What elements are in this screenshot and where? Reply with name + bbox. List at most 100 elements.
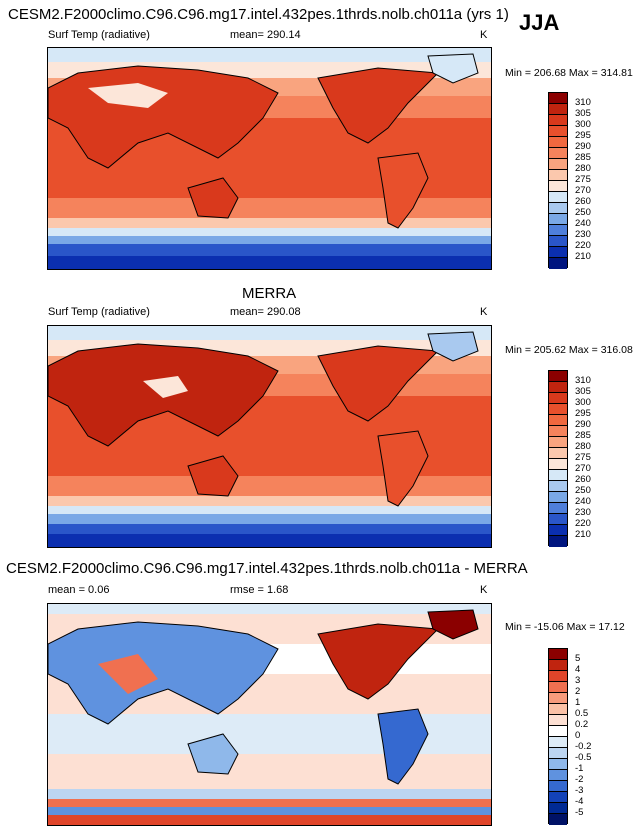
colorbar-tick-label: 210 — [575, 529, 591, 540]
panel2-mean: mean= 290.08 — [230, 306, 301, 318]
colorbar-tick-label: -3 — [575, 785, 584, 796]
colorbar-box — [549, 437, 567, 448]
colorbar-tick-label: 240 — [575, 496, 591, 507]
colorbar-box — [549, 126, 567, 137]
colorbar-box — [549, 371, 567, 382]
colorbar-tick-label: 4 — [575, 664, 581, 675]
colorbar-tick-label: 230 — [575, 229, 591, 240]
colorbar-box — [549, 792, 567, 803]
colorbar-box — [549, 503, 567, 514]
colorbar-tick-label: 275 — [575, 174, 591, 185]
colorbar-tick-label: -5 — [575, 807, 584, 818]
colorbar-box — [549, 514, 567, 525]
colorbar-box — [549, 104, 567, 115]
panel1-colorbar — [548, 92, 568, 269]
colorbar-tick-label: 295 — [575, 130, 591, 141]
colorbar-tick-label: 295 — [575, 408, 591, 419]
colorbar-tick-label: 280 — [575, 441, 591, 452]
colorbar-box — [549, 225, 567, 236]
panel1-minmax: Min = 206.68 Max = 314.81 — [505, 67, 633, 79]
colorbar-tick-label: 300 — [575, 119, 591, 130]
colorbar-box — [549, 693, 567, 704]
panel1-units: K — [480, 29, 488, 41]
panel2-map — [47, 325, 492, 548]
colorbar-box — [549, 148, 567, 159]
colorbar-tick-label: -1 — [575, 763, 584, 774]
colorbar-tick-label: -4 — [575, 796, 584, 807]
panel2-colorbar — [548, 370, 568, 547]
colorbar-tick-label: 310 — [575, 375, 591, 386]
colorbar-box — [549, 649, 567, 660]
panel3-colorbar-labels: 5 4 3 2 1 0.5 0.2 0 -0.2 -0.5 -1 -2 -3 -4 -5 — [575, 648, 615, 824]
colorbar-box — [549, 525, 567, 536]
colorbar-tick-label: 285 — [575, 152, 591, 163]
colorbar-box — [549, 748, 567, 759]
colorbar-box — [549, 759, 567, 770]
colorbar-box — [549, 203, 567, 214]
colorbar-tick-label: 210 — [575, 251, 591, 262]
colorbar-tick-label: 305 — [575, 386, 591, 397]
colorbar-box — [549, 737, 567, 748]
colorbar-box — [549, 115, 567, 126]
panel3-rmse: rmse = 1.68 — [230, 584, 289, 596]
colorbar-box — [549, 704, 567, 715]
colorbar-box — [549, 715, 567, 726]
panel1-mean: mean= 290.14 — [230, 29, 301, 41]
colorbar-tick-label: 275 — [575, 452, 591, 463]
colorbar-tick-label: 3 — [575, 675, 581, 686]
colorbar-box — [549, 682, 567, 693]
colorbar-tick-label: 250 — [575, 207, 591, 218]
colorbar-box — [549, 426, 567, 437]
colorbar-tick-label: -0.5 — [575, 752, 592, 763]
colorbar-tick-label: 285 — [575, 430, 591, 441]
colorbar-tick-label: 220 — [575, 240, 591, 251]
colorbar-box — [549, 770, 567, 781]
colorbar-tick-label: 260 — [575, 474, 591, 485]
colorbar-box — [549, 181, 567, 192]
colorbar-tick-label: 0 — [575, 730, 581, 741]
colorbar-tick-label: 2 — [575, 686, 581, 697]
difference-map — [48, 604, 491, 825]
colorbar-box — [549, 137, 567, 148]
panel3-units: K — [480, 584, 488, 596]
panel2-title: MERRA — [242, 285, 297, 302]
colorbar-tick-label: 240 — [575, 218, 591, 229]
panel1-variable: Surf Temp (radiative) — [48, 29, 150, 41]
colorbar-tick-label: -2 — [575, 774, 584, 785]
colorbar-tick-label: 260 — [575, 196, 591, 207]
colorbar-box — [549, 415, 567, 426]
season-label: JJA — [519, 10, 560, 35]
merra-temperature-map — [48, 326, 491, 547]
colorbar-box — [549, 236, 567, 247]
colorbar-box — [549, 382, 567, 393]
panel3-colorbar — [548, 648, 568, 825]
panel3-map — [47, 603, 492, 826]
colorbar-box — [549, 660, 567, 671]
colorbar-tick-label: 290 — [575, 419, 591, 430]
colorbar-box — [549, 258, 567, 269]
colorbar-box — [549, 803, 567, 814]
colorbar-tick-label: 5 — [575, 653, 581, 664]
model-temperature-map — [48, 48, 491, 269]
colorbar-tick-label: 250 — [575, 485, 591, 496]
colorbar-tick-label: 300 — [575, 397, 591, 408]
panel2-colorbar-labels: 310 305 300 295 290 285 280 275 270 260 250 240 230 2… — [575, 370, 615, 546]
panel2-minmax: Min = 205.62 Max = 316.08 — [505, 344, 633, 356]
colorbar-box — [549, 214, 567, 225]
panel3-mean: mean = 0.06 — [48, 584, 110, 596]
panel1-map — [47, 47, 492, 270]
colorbar-box — [549, 192, 567, 203]
colorbar-tick-label: 220 — [575, 518, 591, 529]
panel2-variable: Surf Temp (radiative) — [48, 306, 150, 318]
colorbar-box — [549, 671, 567, 682]
colorbar-tick-label: 0.5 — [575, 708, 589, 719]
colorbar-box — [549, 536, 567, 547]
colorbar-box — [549, 470, 567, 481]
panel1-title: CESM2.F2000climo.C96.C96.mg17.intel.432p… — [8, 6, 509, 23]
panel3-title: CESM2.F2000climo.C96.C96.mg17.intel.432p… — [6, 560, 528, 577]
colorbar-box — [549, 393, 567, 404]
colorbar-box — [549, 170, 567, 181]
colorbar-box — [549, 814, 567, 825]
panel1-colorbar-labels: 310 305 300 295 290 285 280 275 270 260 250 240 230 2… — [575, 92, 615, 268]
colorbar-box — [549, 159, 567, 170]
